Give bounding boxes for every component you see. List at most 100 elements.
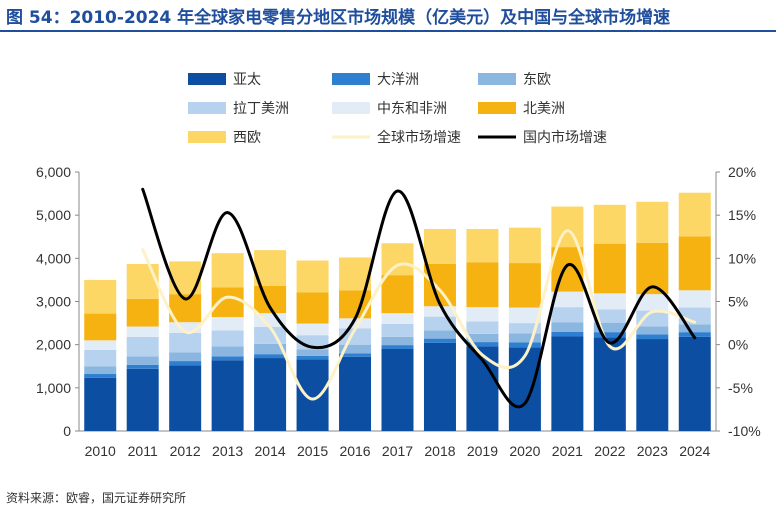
y-left-tick-label: 0 [63, 423, 71, 439]
bar-segment [339, 318, 372, 329]
bar-segment [551, 331, 584, 337]
growth-line [141, 187, 697, 409]
x-tick-label: 2015 [297, 443, 328, 459]
bar-segment [296, 292, 329, 324]
x-tick-label: 2018 [424, 443, 455, 459]
bar-segment [254, 354, 287, 359]
legend-swatch [332, 102, 370, 114]
bar-segment [169, 322, 202, 334]
bar-segment [254, 343, 287, 355]
bar-segment [126, 336, 159, 357]
y-left-tick-label: 3,000 [36, 294, 71, 310]
bar-segment [593, 309, 626, 323]
x-tick-label: 2014 [255, 443, 286, 459]
bars [84, 192, 711, 431]
bar-segment [296, 349, 329, 356]
legend-swatch [188, 102, 226, 114]
x-tick-label: 2023 [637, 443, 668, 459]
bar-segment [296, 260, 329, 293]
x-tick-label: 2016 [339, 443, 370, 459]
bar-segment [84, 377, 117, 431]
bar-segment [466, 307, 499, 322]
bar-segment [126, 364, 159, 369]
bar-segment [211, 360, 244, 431]
legend-swatch [478, 73, 516, 85]
bar-segment [551, 307, 584, 323]
x-tick-label: 2013 [212, 443, 243, 459]
bar-segment [636, 334, 669, 340]
legend-item: 东欧 [478, 72, 551, 88]
bar-segment [169, 333, 202, 353]
bar-segment [508, 307, 541, 324]
y-right-tick-label: 15% [728, 207, 756, 223]
bar-segment [678, 192, 711, 237]
x-tick-label: 2012 [170, 443, 201, 459]
bar-segment [84, 374, 117, 378]
y-left-tick-label: 4,000 [36, 250, 71, 266]
legend-item: 拉丁美洲 [188, 101, 289, 117]
bar-segment [636, 326, 669, 335]
bar-segment [593, 204, 626, 244]
legend-swatch [478, 102, 516, 114]
legend-label: 东欧 [523, 72, 551, 88]
chart-title: 图 54：2010-2024 年全球家电零售分地区市场规模（亿美元）及中国与全球… [6, 8, 671, 28]
bar-segment [211, 346, 244, 357]
bar-segment [678, 290, 711, 308]
legend-label: 西欧 [233, 130, 261, 146]
bar-segment [339, 344, 372, 354]
bar-segment [636, 310, 669, 327]
bar-segment [126, 298, 159, 327]
legend-label: 亚太 [233, 72, 261, 88]
source-note: 资料来源：欧睿，国元证券研究所 [6, 491, 187, 505]
bar-segment [84, 313, 117, 341]
bar-segment [593, 293, 626, 310]
bar-segment [508, 347, 541, 431]
bar-segment [423, 342, 456, 431]
bar-segment [296, 359, 329, 431]
bar-segment [636, 201, 669, 243]
legend-label: 国内市场增速 [523, 129, 607, 146]
bar-segment [296, 355, 329, 360]
y-left-tick-label: 6,000 [36, 164, 71, 180]
x-tick-label: 2011 [128, 443, 158, 459]
bar-segment [169, 361, 202, 366]
bar-segment [84, 349, 117, 367]
bar-segment [678, 332, 711, 337]
bar-segment [466, 228, 499, 263]
bar-segment [381, 243, 414, 276]
title-rule [0, 30, 776, 32]
bar-segment [339, 353, 372, 357]
legend-item: 西欧 [188, 130, 261, 146]
growth-lines [141, 187, 697, 409]
legend-item: 中东和非洲 [332, 101, 447, 117]
x-tick-label: 2024 [679, 443, 710, 459]
bar-segment [508, 227, 541, 264]
bar-segment [211, 356, 244, 361]
bar-segment [126, 356, 159, 365]
x-tick-label: 2020 [509, 443, 540, 459]
legend-item: 大洋洲 [332, 72, 419, 88]
bar-segment [593, 337, 626, 431]
legend-swatch [188, 131, 226, 143]
bar-segment [381, 336, 414, 346]
x-tick-label: 2021 [552, 443, 583, 459]
bar-segment [593, 243, 626, 294]
bar-segment [551, 206, 584, 248]
axes: 0 1,000 2,000 3,000 4,000 5,000 6,000 -10% -5% 0%… [36, 164, 761, 459]
bar-segment [84, 340, 117, 350]
bar-segment [423, 228, 456, 264]
legend-item: 亚太 [188, 72, 261, 88]
bar-segment [636, 339, 669, 431]
bar-segment [211, 317, 244, 331]
legend-label: 中东和非洲 [377, 101, 447, 117]
legend-item: 北美洲 [478, 101, 565, 117]
y-right-tick-label: 20% [728, 164, 756, 180]
bar-segment [169, 261, 202, 295]
legend-label: 拉丁美洲 [233, 101, 289, 117]
bar-segment [381, 345, 414, 349]
bar-segment [423, 306, 456, 317]
bar-segment [466, 333, 499, 343]
bar-segment [593, 332, 626, 338]
